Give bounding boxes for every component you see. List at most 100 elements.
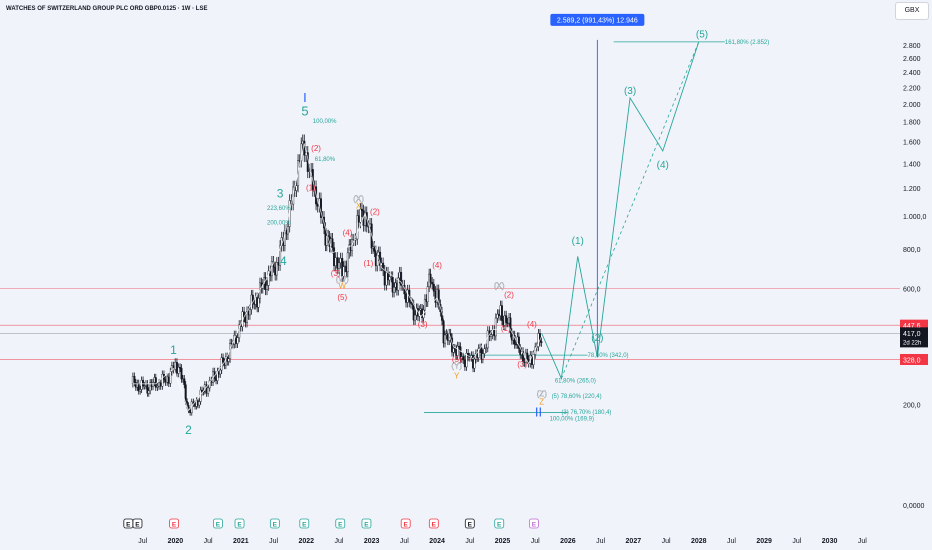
candle-body: [414, 314, 417, 321]
y-tick-label: 2.600: [903, 56, 921, 63]
candle-body: [477, 348, 480, 358]
candle-body: [219, 369, 222, 375]
candle-body: [264, 277, 267, 290]
candle-body: [267, 270, 270, 286]
candle-body: [308, 170, 311, 172]
candle-body: [356, 215, 359, 240]
x-tick-label: Jul: [138, 538, 147, 545]
candle-body: [147, 390, 150, 394]
candle-body: [179, 367, 182, 369]
wave-structure-line: [132, 143, 544, 412]
earnings-event-label: E: [237, 522, 242, 529]
candle-body: [522, 351, 525, 362]
candle-body: [133, 376, 136, 383]
candle-body: [515, 344, 518, 346]
wave-label: (5): [452, 355, 462, 364]
wave-label: (2): [591, 333, 603, 344]
fib-label: 100,00% (169,9): [550, 417, 594, 423]
earnings-event-label: E: [364, 522, 369, 529]
candle-body: [497, 313, 500, 316]
candle-body: [500, 305, 503, 321]
candle-body: [453, 348, 456, 350]
wave-label: (2): [504, 291, 514, 300]
candle-body: [175, 362, 178, 374]
candle-body: [325, 235, 328, 246]
candle-body: [376, 255, 379, 266]
last-price-label: 417,0: [903, 331, 921, 338]
earnings-event-label: E: [497, 522, 502, 529]
fib-label: (5) 78,60% (220,4): [552, 394, 602, 400]
candle-body: [295, 185, 298, 191]
wave-label: (3): [517, 360, 527, 369]
wave-label: (X): [353, 195, 364, 204]
earnings-event-marker: [335, 518, 346, 529]
last-price-tag: [900, 327, 928, 348]
earnings-event-marker: [529, 518, 539, 529]
candle-body: [137, 383, 140, 392]
wave-label: (Z): [537, 390, 548, 399]
wave-label: (1): [501, 324, 511, 333]
earnings-event-marker: [132, 518, 143, 529]
x-tick-label: 2021: [233, 538, 249, 545]
earnings-event-label: E: [302, 522, 307, 529]
candle-body: [169, 371, 172, 384]
target-dashed-line: [561, 41, 700, 379]
earnings-event-marker: [464, 518, 475, 529]
y-tick-label: 2.400: [903, 70, 921, 77]
wave-label: 5: [301, 103, 308, 118]
candle-body: [275, 262, 278, 276]
candle-body: [532, 354, 535, 365]
wave-label: (1): [364, 259, 374, 268]
candle-body: [456, 345, 459, 356]
candle-body: [266, 285, 269, 290]
wave-label: (2): [370, 208, 380, 217]
candle-body: [405, 293, 408, 303]
candle-body: [473, 359, 476, 369]
wave-label: II: [535, 405, 542, 420]
earnings-event-label: E: [338, 522, 343, 529]
x-tick-label: 2026: [560, 538, 576, 545]
earnings-event-label: E: [532, 522, 537, 529]
wave-label: (Y): [451, 361, 462, 370]
wave-label: I: [303, 90, 307, 105]
symbol-title: WATCHES OF SWITZERLAND GROUP PLC ORD GBP…: [6, 6, 208, 12]
candle-body: [279, 245, 282, 266]
price-tag: [900, 319, 928, 331]
currency-button[interactable]: GBX: [895, 2, 929, 20]
candle-body: [391, 276, 394, 293]
earnings-event-label: E: [404, 522, 409, 529]
y-tick-label: 0,0000: [903, 503, 925, 510]
candle-body: [159, 382, 162, 387]
y-tick-label: 1.800: [903, 120, 921, 127]
candle-body: [277, 262, 280, 266]
fib-label: 161,80% (2.852): [725, 40, 769, 46]
fib-label: 61,80%: [315, 157, 336, 163]
price-tag-label: 447,6: [903, 323, 921, 330]
wave-label: 4: [280, 254, 287, 268]
candle-body: [360, 208, 363, 211]
countdown-label: 2d 22h: [903, 340, 921, 346]
candle-body: [142, 379, 145, 387]
candle-body: [493, 329, 496, 337]
candle-body: [462, 356, 465, 361]
measure-label: 2.589,2 (991,43%) 12.946: [557, 17, 638, 24]
candle-body: [397, 277, 400, 291]
candle-body: [346, 252, 349, 273]
earnings-event-marker: [169, 518, 180, 529]
wave-label: (2): [311, 144, 321, 153]
wave-label: (4): [343, 228, 353, 237]
x-tick-label: Jul: [792, 538, 801, 545]
candle-body: [274, 266, 277, 276]
y-tick-label: 600,0: [903, 287, 921, 294]
candle-body: [463, 359, 466, 368]
candle-body: [158, 382, 161, 387]
candle-body: [486, 330, 489, 349]
x-tick-label: Jul: [531, 538, 540, 545]
earnings-event-marker: [269, 518, 280, 529]
x-tick-label: 2023: [364, 538, 380, 545]
price-tag: [900, 353, 928, 365]
candle-body: [220, 357, 223, 371]
earnings-event-label: E: [273, 522, 278, 529]
candle-body: [164, 379, 167, 383]
